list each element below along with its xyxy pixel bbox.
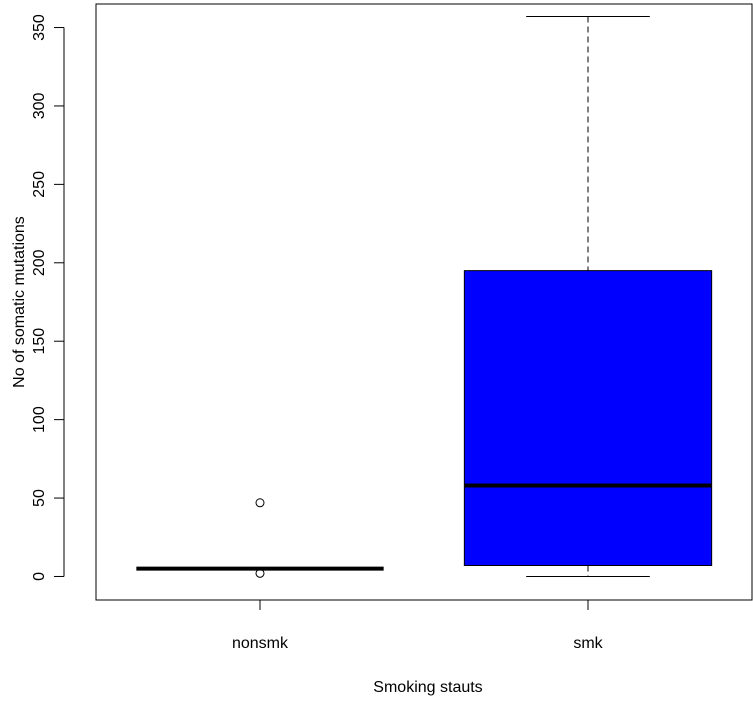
- y-axis-title: No of somatic mutations: [11, 216, 28, 388]
- y-tick-label: 150: [31, 328, 48, 355]
- y-tick-label: 350: [31, 14, 48, 41]
- box-smk: [464, 17, 711, 577]
- y-tick-label: 300: [31, 93, 48, 120]
- y-axis: 0 50 100 150 200 250 300 350: [31, 14, 64, 581]
- box-iqr: [464, 271, 711, 566]
- y-tick-label: 250: [31, 171, 48, 198]
- box-nonsmk: [136, 499, 383, 578]
- y-tick-label: 50: [31, 489, 48, 507]
- x-tick-label: smk: [573, 635, 603, 652]
- y-tick-label: 100: [31, 406, 48, 433]
- x-axis-title: Smoking stauts: [373, 679, 482, 696]
- box-series: [136, 17, 711, 578]
- x-tick-label: nonsmk: [232, 635, 289, 652]
- y-tick-label: 0: [31, 572, 48, 581]
- x-axis: nonsmk smk: [232, 600, 604, 652]
- y-tick-label: 200: [31, 249, 48, 276]
- outlier-point: [256, 499, 264, 507]
